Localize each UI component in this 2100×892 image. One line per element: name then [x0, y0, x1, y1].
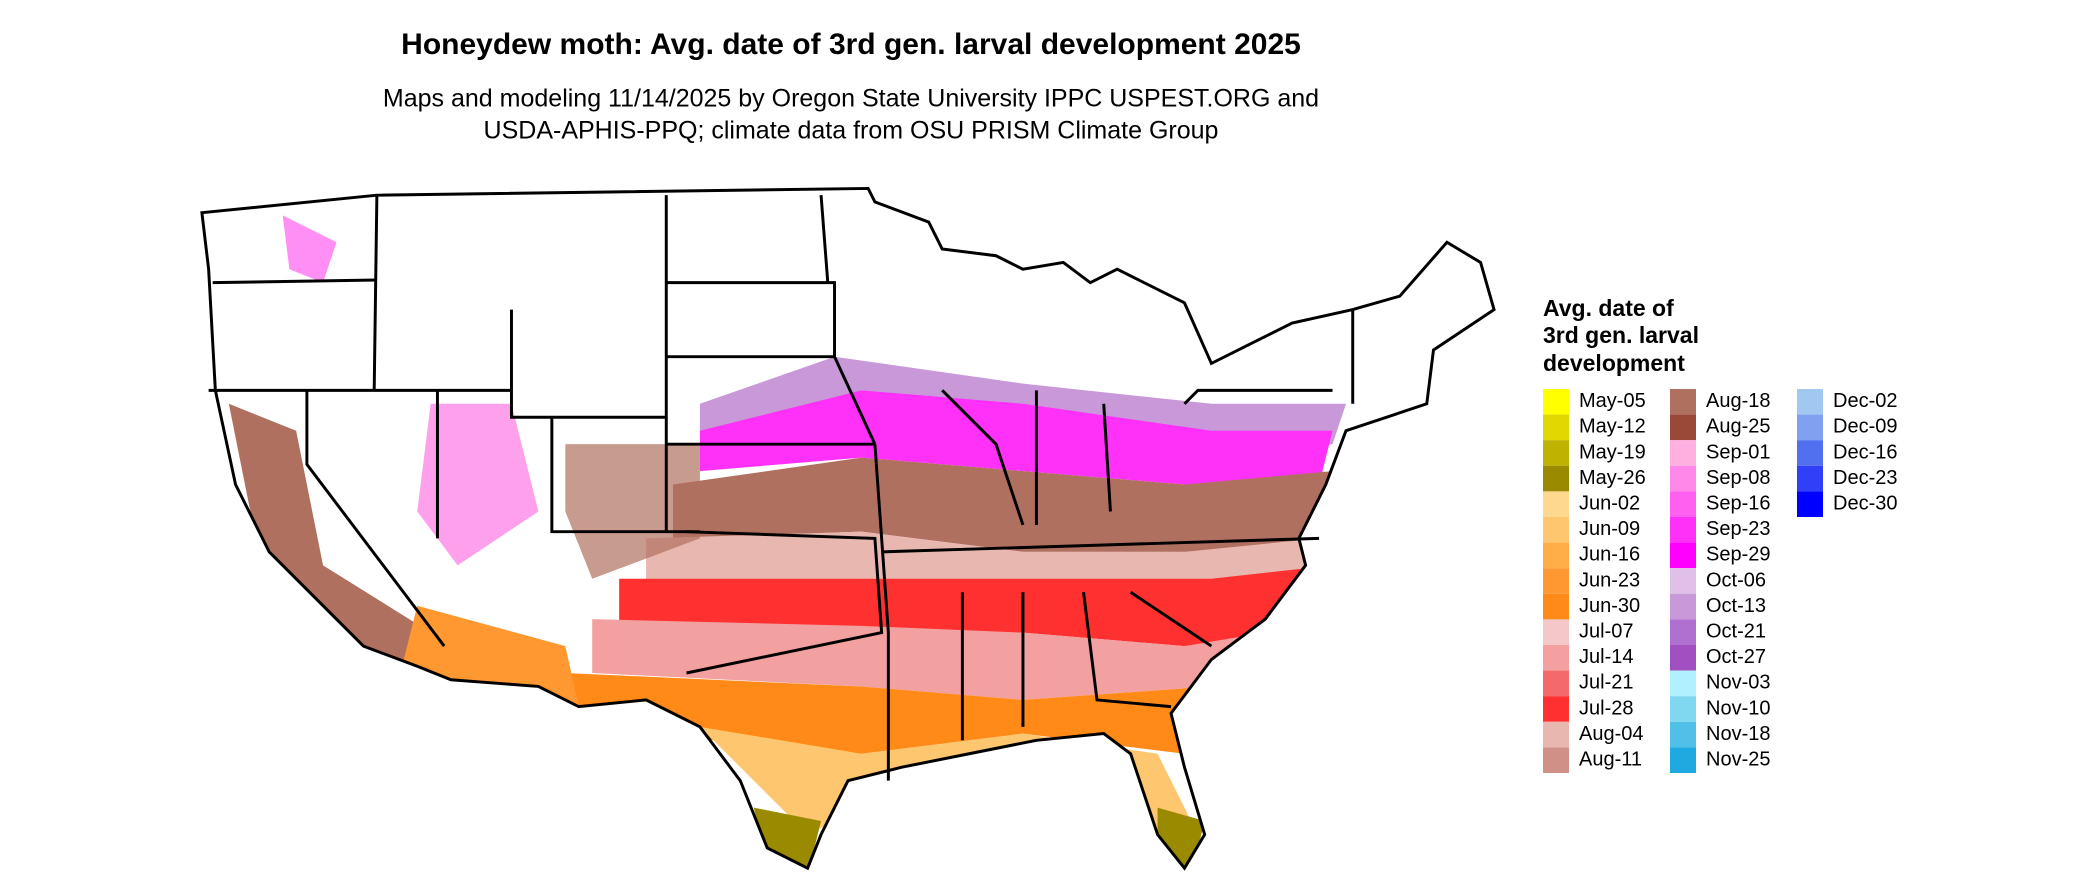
legend-label: Dec-30 — [1833, 492, 1897, 514]
legend-swatch — [1543, 696, 1569, 722]
legend-swatch — [1543, 517, 1569, 543]
legend-label: Nov-10 — [1706, 697, 1770, 719]
legend-swatch — [1670, 491, 1696, 517]
map-title: Honeydew moth: Avg. date of 3rd gen. lar… — [401, 28, 1301, 61]
map-subtitle: Maps and modeling 11/14/2025 by Oregon S… — [383, 85, 1319, 113]
map-subtitle: USDA-APHIS-PPQ; climate data from OSU PR… — [484, 117, 1219, 145]
legend-label: Aug-25 — [1706, 416, 1771, 438]
legend-title: Avg. date of — [1543, 295, 1674, 321]
legend-label: Oct-21 — [1706, 620, 1766, 642]
legend-label: Jun-09 — [1579, 518, 1640, 540]
legend-swatch — [1543, 619, 1569, 645]
legend-label: Oct-27 — [1706, 646, 1766, 668]
legend-swatch — [1670, 670, 1696, 697]
legend-label: May-05 — [1579, 390, 1646, 412]
legend-swatch — [1670, 440, 1696, 466]
legend-swatch — [1670, 747, 1696, 773]
legend-label: Aug-18 — [1706, 390, 1771, 412]
legend-swatch — [1670, 542, 1696, 569]
legend-label: Sep-01 — [1706, 441, 1771, 463]
legend-label: Oct-13 — [1706, 595, 1766, 617]
legend: May-05 May-12 May-19 May-26 Jun-02 Jun-09 Jun-… — [1543, 389, 1897, 773]
legend-swatch — [1670, 593, 1696, 620]
state-borders — [200, 186, 1496, 870]
legend-label: Nov-03 — [1706, 672, 1770, 694]
legend-swatch — [1670, 389, 1696, 415]
legend-swatch — [1797, 414, 1823, 441]
legend-swatch — [1543, 645, 1569, 671]
legend-label: Jun-16 — [1579, 544, 1640, 566]
legend-label: May-26 — [1579, 467, 1646, 489]
legend-label: Nov-18 — [1706, 723, 1770, 745]
legend-swatch — [1543, 389, 1569, 415]
legend-label: Oct-06 — [1706, 569, 1766, 591]
legend-label: Sep-08 — [1706, 467, 1771, 489]
legend-swatch — [1797, 389, 1823, 415]
legend-swatch — [1543, 465, 1569, 492]
legend-swatch — [1543, 542, 1569, 569]
legend-swatch — [1670, 645, 1696, 671]
legend-swatch — [1543, 747, 1569, 773]
legend-title: development — [1543, 350, 1685, 376]
legend-swatch — [1670, 721, 1696, 748]
legend-label: Jun-02 — [1579, 492, 1640, 514]
legend-label: Dec-09 — [1833, 416, 1897, 438]
legend-swatch — [1543, 414, 1569, 441]
legend-label: May-12 — [1579, 416, 1646, 438]
legend-label: Jun-30 — [1579, 595, 1640, 617]
legend-label: Jul-07 — [1579, 620, 1633, 642]
legend-title: 3rd gen. larval — [1543, 322, 1699, 348]
legend-swatch — [1543, 568, 1569, 594]
legend-swatch — [1670, 619, 1696, 645]
legend-label: Dec-02 — [1833, 390, 1897, 412]
legend-label: Aug-11 — [1579, 748, 1642, 770]
legend-swatch — [1797, 440, 1823, 466]
legend-label: Dec-23 — [1833, 467, 1897, 489]
legend-label: Jul-21 — [1579, 672, 1633, 694]
legend-label: May-19 — [1579, 441, 1646, 463]
legend-swatch — [1670, 465, 1696, 492]
legend-label: Sep-16 — [1706, 492, 1771, 514]
legend-swatch — [1797, 465, 1823, 492]
legend-swatch — [1543, 721, 1569, 748]
legend-swatch — [1670, 696, 1696, 722]
legend-swatch — [1670, 517, 1696, 543]
legend-label: Nov-25 — [1706, 748, 1770, 770]
legend-swatch — [1543, 593, 1569, 620]
legend-label: Sep-29 — [1706, 544, 1771, 566]
legend-swatch — [1797, 491, 1823, 517]
legend-label: Dec-16 — [1833, 441, 1897, 463]
legend-swatch — [1543, 440, 1569, 466]
legend-swatch — [1543, 670, 1569, 697]
legend-label: Jul-28 — [1579, 697, 1633, 719]
legend-label: Sep-23 — [1706, 518, 1771, 540]
legend-swatch — [1670, 568, 1696, 594]
legend-swatch — [1543, 491, 1569, 517]
legend-label: Jun-23 — [1579, 569, 1640, 591]
legend-swatch — [1670, 414, 1696, 441]
legend-label: Aug-04 — [1579, 723, 1644, 745]
legend-label: Jul-14 — [1579, 646, 1633, 668]
